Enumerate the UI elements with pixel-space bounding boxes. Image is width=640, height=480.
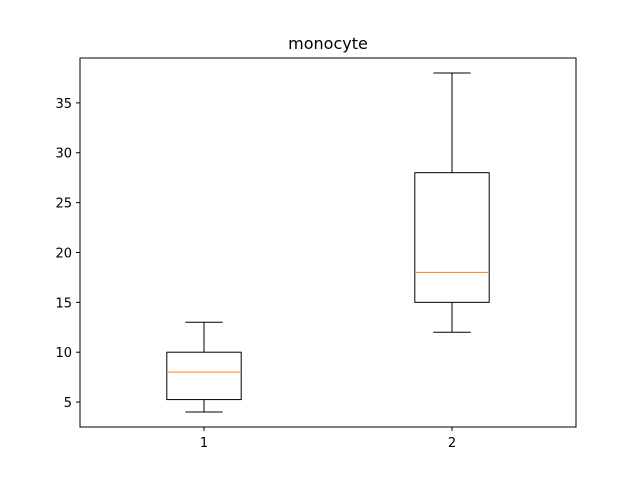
- y-tick-label: 20: [55, 246, 72, 261]
- y-tick-label: 10: [55, 346, 72, 361]
- chart-title: monocyte: [288, 34, 368, 53]
- y-tick-label: 35: [55, 97, 72, 112]
- y-tick-label: 25: [55, 197, 72, 212]
- box-iqr: [414, 172, 490, 303]
- y-tick-label: 15: [55, 296, 72, 311]
- y-tick-label: 30: [55, 147, 72, 162]
- x-tick-label: 1: [200, 436, 208, 451]
- box-iqr: [166, 351, 242, 401]
- x-tick-label: 2: [448, 436, 456, 451]
- plot-area: 5 10 15 20 25 30 35 1 2: [55, 72, 490, 451]
- y-tick-label: 5: [64, 396, 72, 411]
- plot-frame: [79, 57, 577, 428]
